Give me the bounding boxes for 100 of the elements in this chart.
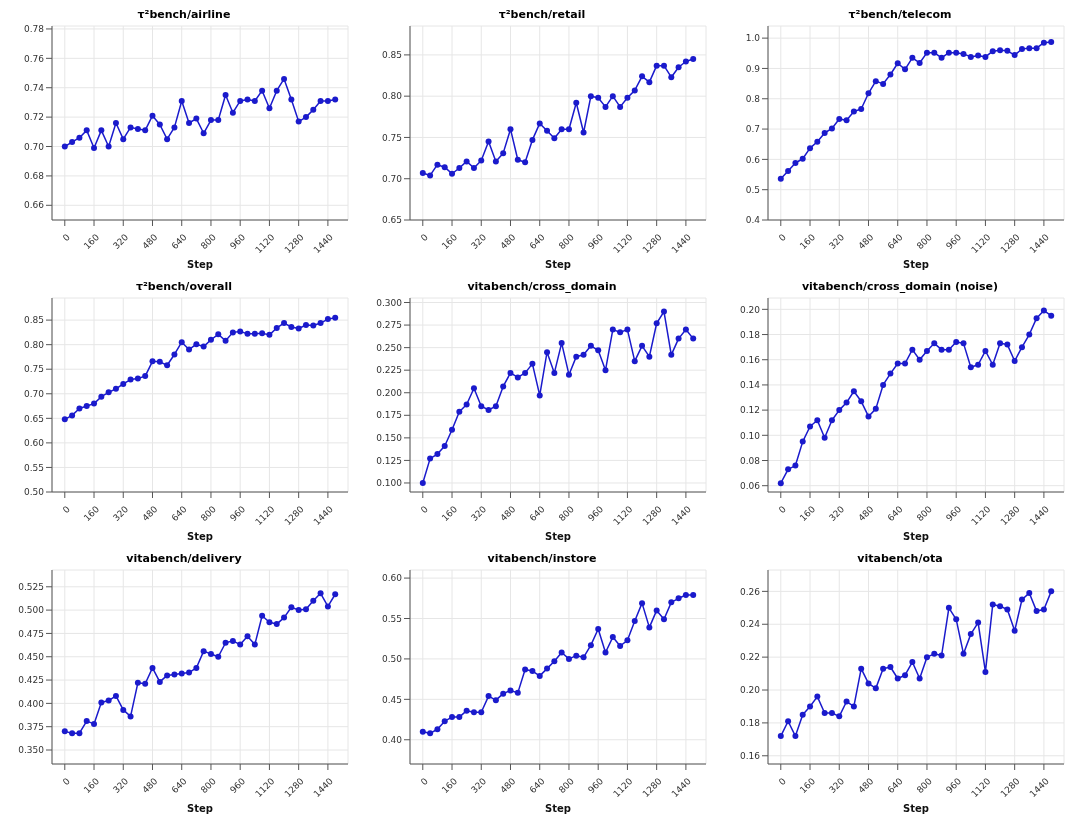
point (653, 62, 660, 69)
y-tick-label: 0.60 (23, 438, 45, 449)
x-tick-label: 0 (60, 231, 73, 244)
point (134, 679, 141, 686)
x-tick-label: 320 (111, 503, 131, 524)
point (953, 49, 960, 56)
y-tick-label: 0.55 (381, 613, 402, 624)
point (872, 685, 879, 692)
point (500, 383, 507, 390)
point (98, 393, 105, 400)
point (324, 316, 331, 323)
point (105, 143, 112, 150)
point (660, 62, 667, 69)
point (98, 699, 105, 706)
point (434, 161, 441, 168)
point (156, 678, 163, 685)
point (639, 73, 646, 80)
point (690, 592, 697, 599)
point (156, 121, 163, 128)
point (646, 79, 653, 86)
point (1004, 606, 1011, 613)
point (310, 597, 317, 604)
point (281, 320, 288, 327)
point (675, 595, 682, 602)
point (587, 642, 594, 649)
point (777, 733, 784, 740)
point (149, 358, 156, 365)
point (164, 672, 171, 679)
point (1048, 312, 1055, 319)
point (682, 592, 689, 599)
point (660, 308, 667, 315)
point (617, 103, 624, 110)
point (872, 405, 879, 412)
point (785, 167, 792, 174)
point (171, 124, 178, 131)
point (653, 320, 660, 327)
y-tick-label: 0.7 (745, 124, 760, 135)
point (938, 652, 945, 659)
point (967, 364, 974, 371)
point (478, 709, 485, 716)
point (514, 156, 521, 163)
point (456, 164, 463, 171)
x-tick-label: 640 (527, 503, 547, 524)
point (858, 665, 865, 672)
point (558, 340, 565, 347)
point (324, 603, 331, 610)
x-tick-label: 960 (586, 503, 606, 524)
y-tick-label: 0.12 (739, 405, 760, 416)
point (989, 361, 996, 368)
point (419, 479, 426, 486)
point (850, 108, 857, 115)
point (1040, 307, 1047, 314)
chart-title: τ²bench/airline (136, 8, 232, 22)
point (514, 374, 521, 381)
point (76, 405, 83, 412)
y-tick-label: 0.70 (381, 173, 403, 184)
point (427, 730, 434, 737)
point (332, 314, 339, 321)
point (880, 80, 887, 87)
x-tick-label: 160 (797, 775, 818, 796)
point (624, 94, 631, 101)
point (1018, 344, 1025, 351)
point (690, 335, 697, 342)
y-tick-label: 0.300 (376, 297, 403, 308)
x-tick-label: 960 (944, 775, 964, 796)
point (931, 650, 938, 657)
point (668, 74, 675, 81)
point (602, 367, 609, 374)
point (61, 416, 68, 423)
point (894, 360, 901, 367)
point (441, 442, 448, 449)
point (865, 680, 872, 687)
point (828, 710, 835, 717)
y-tick-label: 1.0 (745, 33, 761, 44)
point (281, 75, 288, 82)
point (288, 323, 295, 330)
point (850, 388, 857, 395)
point (164, 362, 171, 369)
point (602, 649, 609, 656)
y-tick-label: 0.150 (376, 433, 403, 444)
point (200, 343, 207, 350)
point (777, 480, 784, 487)
x-tick-label: 800 (198, 775, 219, 796)
point (1011, 357, 1018, 364)
point (814, 417, 821, 424)
y-tick-label: 0.125 (376, 455, 402, 466)
point (69, 139, 76, 146)
point (1004, 341, 1011, 348)
point (310, 322, 317, 329)
y-tick-label: 0.75 (23, 364, 44, 375)
point (222, 92, 229, 99)
point (982, 53, 989, 60)
point (178, 97, 185, 104)
point (1004, 47, 1011, 54)
point (317, 590, 324, 597)
x-tick-label: 160 (797, 503, 818, 524)
point (989, 601, 996, 608)
point (492, 403, 499, 410)
point (821, 710, 828, 717)
y-tick-label: 0.50 (23, 487, 45, 498)
